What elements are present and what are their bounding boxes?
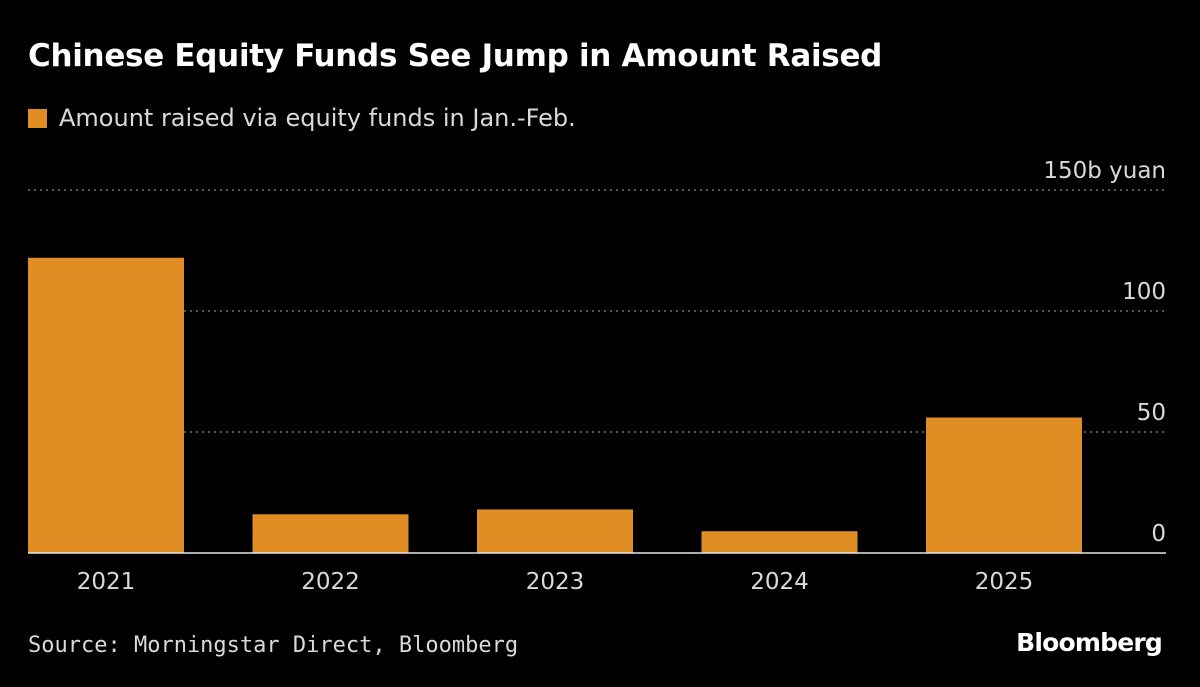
- y-tick-label-50: 50: [1137, 400, 1166, 426]
- source-note: Source: Morningstar Direct, Bloomberg: [28, 633, 519, 658]
- legend-swatch: [28, 108, 47, 128]
- y-tick-label-100: 100: [1122, 279, 1166, 305]
- bar-2021: [28, 257, 184, 553]
- bar-2022: [252, 514, 409, 553]
- x-tick-label-2023: 2023: [526, 569, 585, 595]
- brand-logo: Bloomberg: [1016, 628, 1163, 657]
- x-tick-label-2025: 2025: [975, 569, 1034, 595]
- x-tick-label-2021: 2021: [77, 569, 136, 595]
- y-tick-label-150: 150b yuan: [1043, 158, 1166, 184]
- bar-2024: [701, 531, 858, 553]
- legend: Amount raised via equity funds in Jan.-F…: [28, 104, 576, 132]
- chart-title: Chinese Equity Funds See Jump in Amount …: [28, 38, 883, 74]
- x-tick-label-2024: 2024: [750, 569, 809, 595]
- y-tick-label-0: 0: [1151, 521, 1166, 547]
- x-tick-label-2022: 2022: [301, 569, 360, 595]
- bar-2023: [477, 509, 633, 553]
- legend-label: Amount raised via equity funds in Jan.-F…: [59, 104, 576, 132]
- bar-2025: [926, 417, 1082, 553]
